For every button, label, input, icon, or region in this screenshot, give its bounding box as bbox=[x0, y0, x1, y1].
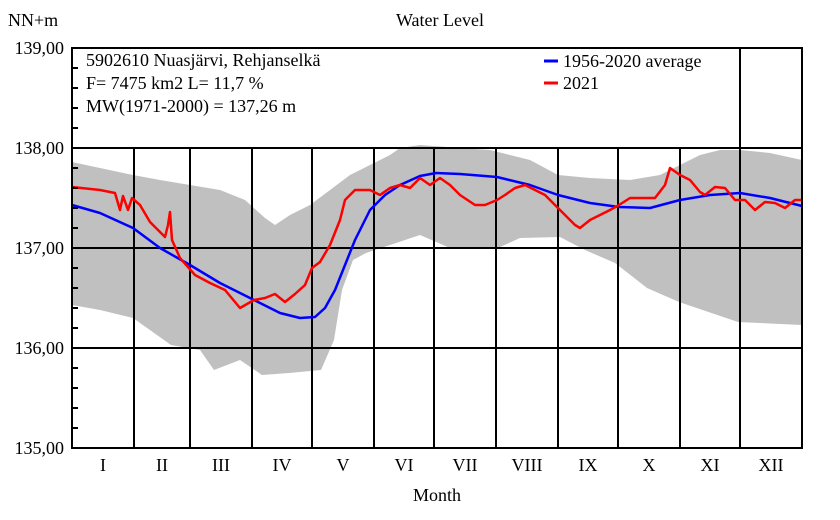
x-tick-label-month: II bbox=[156, 455, 168, 475]
series-line-2021 bbox=[71, 166, 802, 310]
x-tick-label-month: X bbox=[643, 455, 656, 475]
x-tick-label-month: VIII bbox=[512, 455, 543, 475]
x-tick-label-month: XII bbox=[759, 455, 784, 475]
x-tick-label-month: IX bbox=[579, 455, 598, 475]
legend-label-2021: 2021 bbox=[563, 73, 599, 93]
info-station: 5902610 Nuasjärvi, Rehjanselkä bbox=[86, 50, 320, 70]
y-tick-label: 135,00 bbox=[15, 438, 65, 458]
plot-frame bbox=[71, 47, 803, 449]
legend-label-average: 1956-2020 average bbox=[563, 51, 701, 71]
chart-title: Water Level bbox=[396, 10, 484, 30]
info-area: F= 7475 km2 L= 11,7 % bbox=[86, 73, 264, 93]
min-max-range-band bbox=[72, 145, 802, 375]
x-tick-label-month: V bbox=[337, 455, 350, 475]
x-axis-label: Month bbox=[413, 485, 461, 505]
x-tick-label-month: III bbox=[212, 455, 230, 475]
x-tick-label-month: VII bbox=[453, 455, 478, 475]
x-tick-label-month: I bbox=[100, 455, 106, 475]
x-tick-label-month: XI bbox=[701, 455, 720, 475]
y-tick-label: 139,00 bbox=[15, 38, 65, 58]
x-tick-label-month: VI bbox=[395, 455, 414, 475]
x-tick-label-month: IV bbox=[273, 455, 292, 475]
y-axis-label: NN+m bbox=[8, 10, 58, 30]
series-line-average bbox=[71, 171, 803, 320]
y-tick-label: 138,00 bbox=[15, 138, 65, 158]
info-mean-water: MW(1971-2000) = 137,26 m bbox=[86, 96, 296, 117]
y-tick-label: 136,00 bbox=[15, 338, 65, 358]
y-tick-label: 137,00 bbox=[15, 238, 65, 258]
